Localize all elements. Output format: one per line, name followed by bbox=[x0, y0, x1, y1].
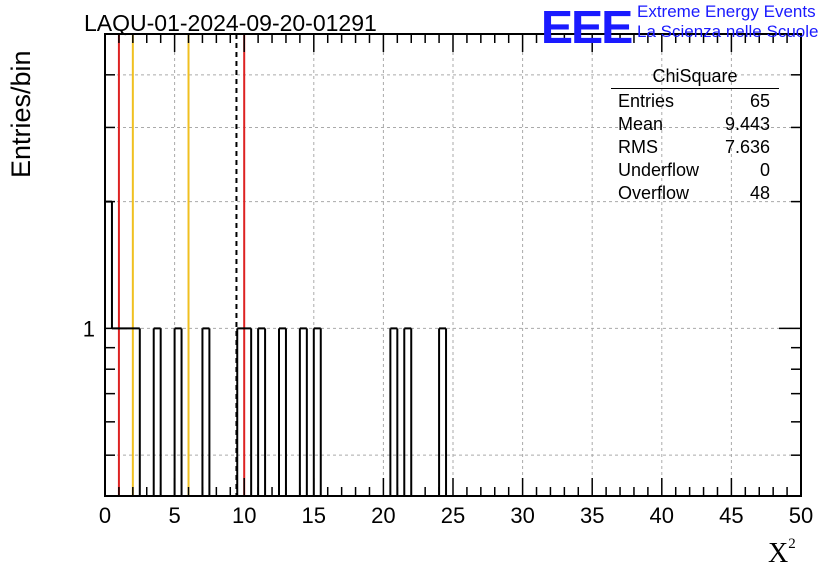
reference-lines bbox=[117, 34, 246, 496]
stats-label: Entries bbox=[618, 91, 675, 111]
axis-ticks bbox=[104, 34, 802, 496]
y-tick-label: 1 bbox=[83, 316, 95, 341]
stats-label: Underflow bbox=[618, 160, 700, 180]
x-tick-label: 40 bbox=[650, 503, 674, 528]
chart-title: LAQU-01-2024-09-20-01291 bbox=[84, 10, 377, 36]
x-tick-label: 5 bbox=[168, 503, 180, 528]
x-tick-label: 25 bbox=[441, 503, 465, 528]
x-tick-label: 20 bbox=[371, 503, 395, 528]
x-tick-label: 0 bbox=[99, 503, 111, 528]
stats-value: 7.636 bbox=[724, 137, 770, 157]
eee-logo-mark: EEE bbox=[540, 1, 633, 53]
eee-logo-text: Extreme Energy Events La Scienza nelle S… bbox=[637, 2, 818, 42]
stats-row-entries: Entries 65 bbox=[611, 90, 779, 113]
stats-label: Mean bbox=[618, 114, 664, 134]
stats-value: 9.443 bbox=[724, 114, 770, 134]
stats-value: 0 bbox=[759, 160, 770, 180]
stats-label: RMS bbox=[618, 137, 658, 157]
logo-line-2: La Scienza nelle Scuole bbox=[637, 22, 819, 41]
x-axis-label-base: X bbox=[768, 538, 789, 569]
stats-row-mean: Mean 9.443 bbox=[611, 113, 779, 136]
x-tick-label: 50 bbox=[789, 503, 813, 528]
x-tick-label: 15 bbox=[302, 503, 326, 528]
stats-row-underflow: Underflow 0 bbox=[611, 159, 779, 182]
y-axis-label: Entries/bin bbox=[6, 50, 36, 178]
x-axis-label: X2 bbox=[768, 535, 796, 570]
stats-value: 65 bbox=[749, 91, 770, 111]
logo-line-1: Extreme Energy Events bbox=[637, 2, 816, 21]
x-tick-label: 10 bbox=[232, 503, 256, 528]
x-tick-label: 30 bbox=[510, 503, 534, 528]
x-tick-label: 35 bbox=[580, 503, 604, 528]
histogram-outline bbox=[104, 200, 448, 496]
stats-row-overflow: Overflow 48 bbox=[611, 182, 779, 205]
tick-labels: 0 5 10 15 20 25 30 35 40 45 50 1 bbox=[83, 316, 813, 528]
stats-box: ChiSquare Entries 65 Mean 9.443 RMS 7.636 U… bbox=[611, 66, 779, 205]
x-axis-label-superscript: 2 bbox=[788, 535, 796, 552]
stats-row-rms: RMS 7.636 bbox=[611, 136, 779, 159]
stats-title: ChiSquare bbox=[611, 66, 779, 89]
x-tick-label: 45 bbox=[719, 503, 743, 528]
stats-value: 48 bbox=[749, 183, 770, 203]
stats-label: Overflow bbox=[618, 183, 690, 203]
